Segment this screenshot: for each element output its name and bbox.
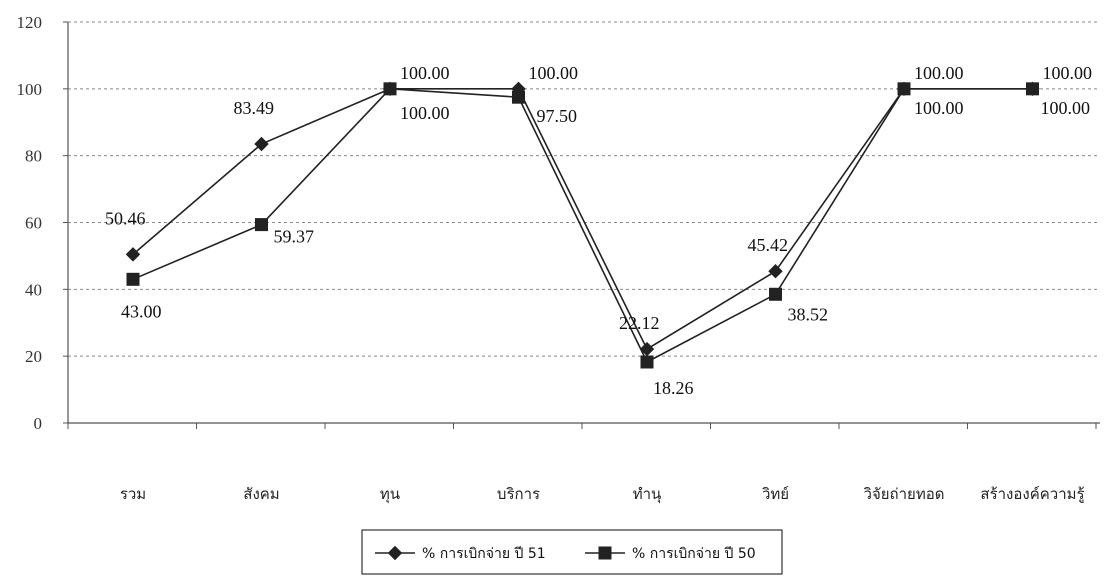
x-category-label: ทำนุ	[633, 485, 662, 504]
square-marker	[126, 272, 140, 286]
square-marker	[640, 355, 654, 369]
data-label: 100.00	[914, 98, 964, 118]
data-label: 100.00	[529, 63, 579, 83]
y-tick-label: 40	[25, 280, 42, 299]
y-tick-label: 60	[25, 214, 42, 233]
y-axis: 0 20 40 60 80 100 120	[17, 13, 69, 433]
series-51-line	[132, 88, 1033, 351]
series-group: 50.46 83.49 100.00 100.00 22.12 45.42 100.00 10…	[105, 63, 1092, 398]
data-label: 38.52	[788, 304, 829, 324]
data-label: 59.37	[274, 227, 315, 247]
square-marker	[769, 287, 782, 301]
y-tick-label: 0	[34, 414, 43, 433]
x-category-label: วิทย์	[761, 485, 789, 503]
series-50-line	[132, 88, 1033, 364]
data-label: 22.12	[619, 313, 660, 333]
y-tick-label: 20	[25, 347, 42, 366]
square-marker	[383, 82, 397, 96]
square-marker	[255, 218, 268, 232]
data-label: 97.50	[537, 106, 578, 126]
data-label: 18.26	[653, 378, 694, 398]
diamond-marker	[387, 545, 403, 561]
data-label: 100.00	[914, 63, 964, 83]
data-label: 100.00	[400, 63, 450, 83]
diamond-marker	[254, 136, 269, 152]
square-marker	[1026, 82, 1039, 96]
square-marker	[598, 546, 612, 560]
legend: % การเบิกจ่าย ปี 51 % การเบิกจ่าย ปี 50	[361, 529, 783, 575]
square-marker	[512, 90, 525, 104]
y-tick-label: 120	[17, 13, 43, 32]
x-category-label: สร้างองค์ความรู้	[980, 485, 1084, 503]
data-label: 83.49	[234, 98, 275, 118]
legend-label-50: % การเบิกจ่าย ปี 50	[632, 546, 756, 562]
x-axis: รวม สังคม ทุน บริการ ทำนุ วิทย์ วิจัยถ่ายทอด สร…	[67, 422, 1100, 504]
x-category-label: รวม	[120, 485, 146, 503]
legend-label-51: % การเบิกจ่าย ปี 51	[422, 546, 546, 562]
x-category-label: สังคม	[243, 485, 279, 503]
data-label: 45.42	[748, 235, 789, 255]
data-label: 50.46	[105, 208, 146, 228]
diamond-marker	[768, 264, 783, 279]
y-tick-label: 80	[25, 147, 42, 166]
x-category-label: บริการ	[497, 485, 540, 503]
data-label: 100.00	[400, 103, 450, 123]
x-category-label: ทุน	[380, 485, 400, 504]
data-label: 100.00	[1041, 98, 1091, 118]
data-label: 43.00	[121, 301, 162, 321]
legend-box	[361, 529, 783, 575]
diamond-marker	[125, 247, 141, 262]
data-label: 100.00	[1043, 63, 1093, 83]
square-marker	[897, 82, 911, 96]
y-tick-label: 100	[17, 80, 43, 99]
x-category-label: วิจัยถ่ายทอด	[863, 485, 945, 503]
